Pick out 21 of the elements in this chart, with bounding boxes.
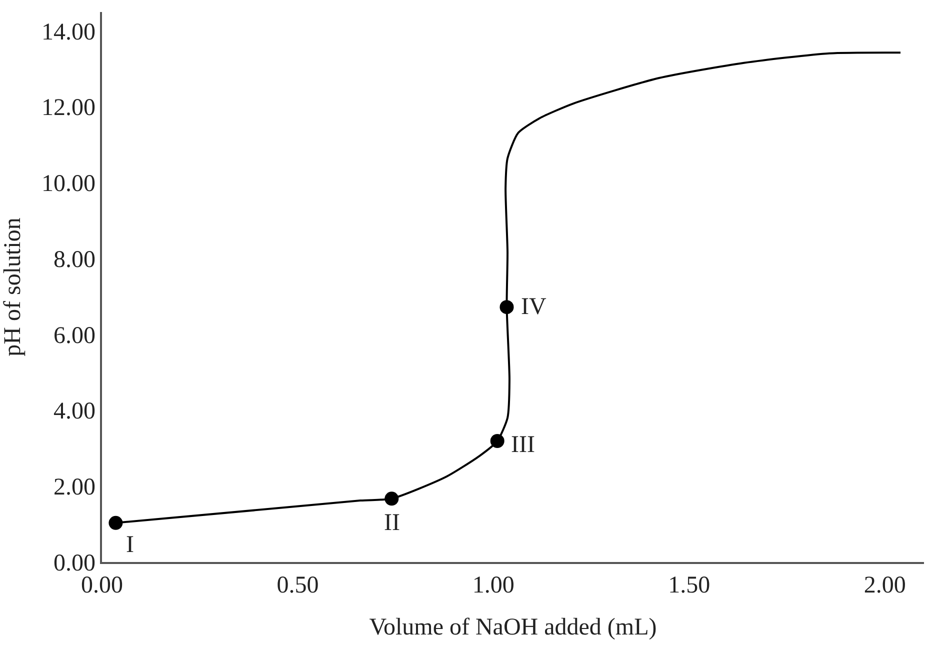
x-tick-label: 0.50 — [276, 572, 319, 599]
y-tick-label: 2.00 — [53, 474, 96, 501]
y-tick-label: 14.00 — [41, 19, 96, 46]
y-tick-label: 12.00 — [41, 95, 96, 122]
y-tick-label: 10.00 — [41, 171, 96, 198]
annotation: IV — [521, 294, 547, 320]
x-tick-label: 2.00 — [864, 572, 906, 599]
point — [490, 434, 504, 448]
y-tick-label: 6.00 — [53, 322, 96, 349]
point — [500, 300, 514, 314]
annotation: II — [384, 510, 400, 536]
x-tick-label: 1.50 — [668, 572, 710, 599]
point — [384, 492, 399, 506]
y-axis-title: pH of solution — [0, 218, 26, 356]
annotation: I — [126, 532, 134, 558]
x-tick-label: 1.00 — [472, 572, 514, 599]
annotation: III — [511, 432, 535, 458]
x-axis-title: Volume of NaOH added (mL) — [369, 614, 657, 640]
point — [108, 516, 123, 530]
y-tick-label: 8.00 — [53, 246, 96, 273]
y-tick-label: 4.00 — [53, 398, 96, 425]
